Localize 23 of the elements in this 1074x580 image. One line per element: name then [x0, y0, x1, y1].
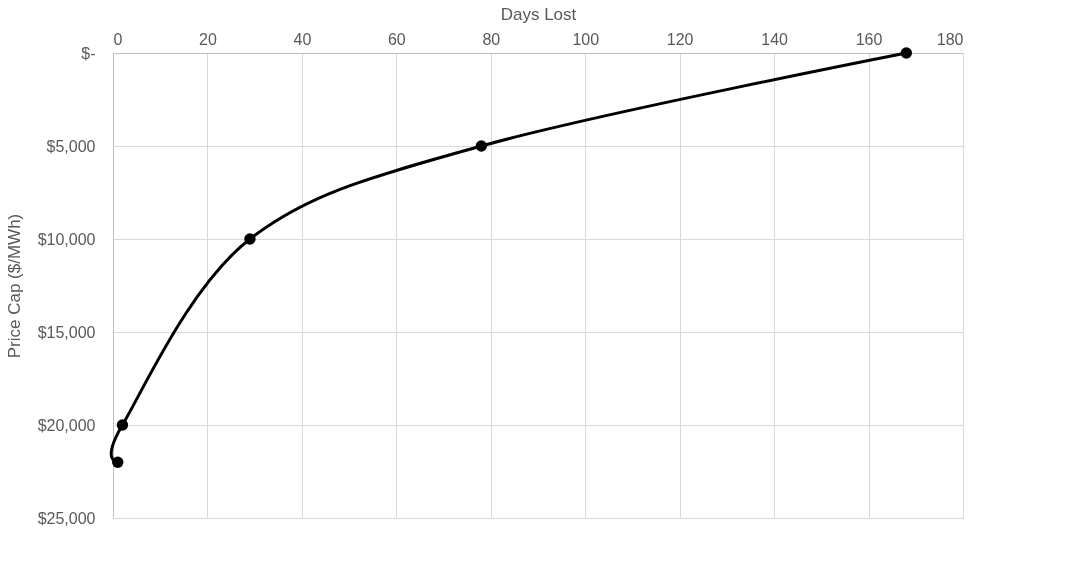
point: [900, 47, 913, 59]
x-axis-title: Days Lost: [500, 4, 577, 24]
y-axis-title: Price Cap ($/MWh): [4, 213, 24, 359]
y-tick-label: $25,000: [37, 509, 96, 527]
point: [475, 140, 488, 152]
x-tick-label: 180: [936, 30, 964, 48]
x-tick-label: 0: [113, 30, 123, 48]
y-tick-label: $10,000: [37, 230, 96, 248]
x-tick-label: 60: [387, 30, 406, 48]
x-tick-label: 80: [482, 30, 501, 48]
x-tick-label: 40: [293, 30, 312, 48]
x-tick-label: 160: [855, 30, 883, 48]
x-tick-label: 140: [761, 30, 789, 48]
point: [244, 233, 256, 245]
x-tick-label: 120: [666, 30, 694, 48]
x-tick-label: 20: [199, 30, 217, 48]
y-tick-label: $15,000: [37, 323, 96, 341]
point: [112, 456, 124, 468]
point: [116, 419, 129, 431]
y-tick-label: $20,000: [37, 416, 96, 434]
y-tick-label: $5,000: [46, 137, 96, 155]
x-tick-label: 100: [572, 30, 600, 48]
y-tick-label: $-: [81, 44, 96, 62]
